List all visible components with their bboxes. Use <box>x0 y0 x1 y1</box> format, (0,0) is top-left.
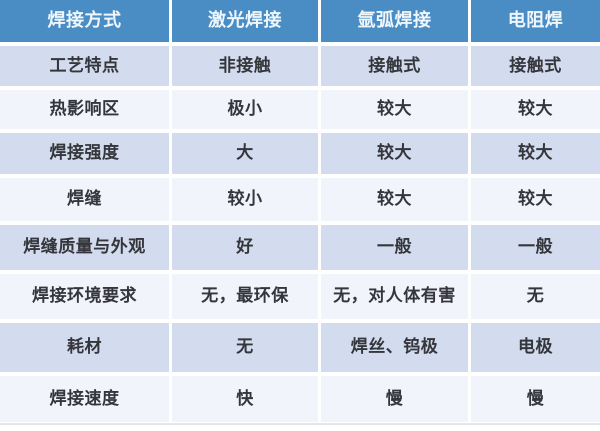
table-cell-r7-c3: 慢 <box>471 376 600 422</box>
row-label-cell-r7-c0: 焊接速度 <box>0 376 169 422</box>
table-cell-r3-c2: 较大 <box>321 178 468 221</box>
welding-comparison-table: 焊接方式 激光焊接 氩弧焊接 电阻焊 工艺特点 非接触 接触式 接触式 热影响区 极小 较大 较大 焊接… <box>0 0 600 422</box>
table-cell-r4-c3: 一般 <box>471 225 600 270</box>
row-label-cell-r5-c0: 焊接环境要求 <box>0 274 169 319</box>
row-label-cell-r0-c0: 工艺特点 <box>0 46 169 86</box>
table-cell-r3-c3: 较大 <box>471 178 600 221</box>
table-cell-r5-c1: 无，最环保 <box>172 274 318 319</box>
table-cell-r3-c1: 较小 <box>172 178 318 221</box>
table-cell-r7-c2: 慢 <box>321 376 468 422</box>
table-cell-r1-c2: 较大 <box>321 90 468 129</box>
table-cell-r7-c1: 快 <box>172 376 318 422</box>
table-cell-r4-c2: 一般 <box>321 225 468 270</box>
row-label-cell-r3-c0: 焊缝 <box>0 178 169 221</box>
table-cell-r5-c2: 无，对人体有害 <box>321 274 468 319</box>
header-cell-col2: 氩弧焊接 <box>321 0 468 42</box>
table-cell-r6-c3: 电极 <box>471 323 600 372</box>
row-label-cell-r6-c0: 耗材 <box>0 323 169 372</box>
table-cell-r5-c3: 无 <box>471 274 600 319</box>
table-cell-r1-c1: 极小 <box>172 90 318 129</box>
table-cell-r0-c2: 接触式 <box>321 46 468 86</box>
row-label-cell-r4-c0: 焊缝质量与外观 <box>0 225 169 270</box>
table-cell-r0-c1: 非接触 <box>172 46 318 86</box>
table-cell-r2-c1: 大 <box>172 133 318 174</box>
table-cell-r6-c2: 焊丝、钨极 <box>321 323 468 372</box>
row-label-cell-r2-c0: 焊接强度 <box>0 133 169 174</box>
header-cell-col3: 电阻焊 <box>471 0 600 42</box>
table-cell-r1-c3: 较大 <box>471 90 600 129</box>
table-cell-r0-c3: 接触式 <box>471 46 600 86</box>
table-cell-r2-c3: 较大 <box>471 133 600 174</box>
row-label-cell-r1-c0: 热影响区 <box>0 90 169 129</box>
table-cell-r4-c1: 好 <box>172 225 318 270</box>
header-cell-col1: 激光焊接 <box>172 0 318 42</box>
table-bottom-edge <box>0 423 600 425</box>
header-cell-col0: 焊接方式 <box>0 0 169 42</box>
table-cell-r6-c1: 无 <box>172 323 318 372</box>
table-cell-r2-c2: 较大 <box>321 133 468 174</box>
